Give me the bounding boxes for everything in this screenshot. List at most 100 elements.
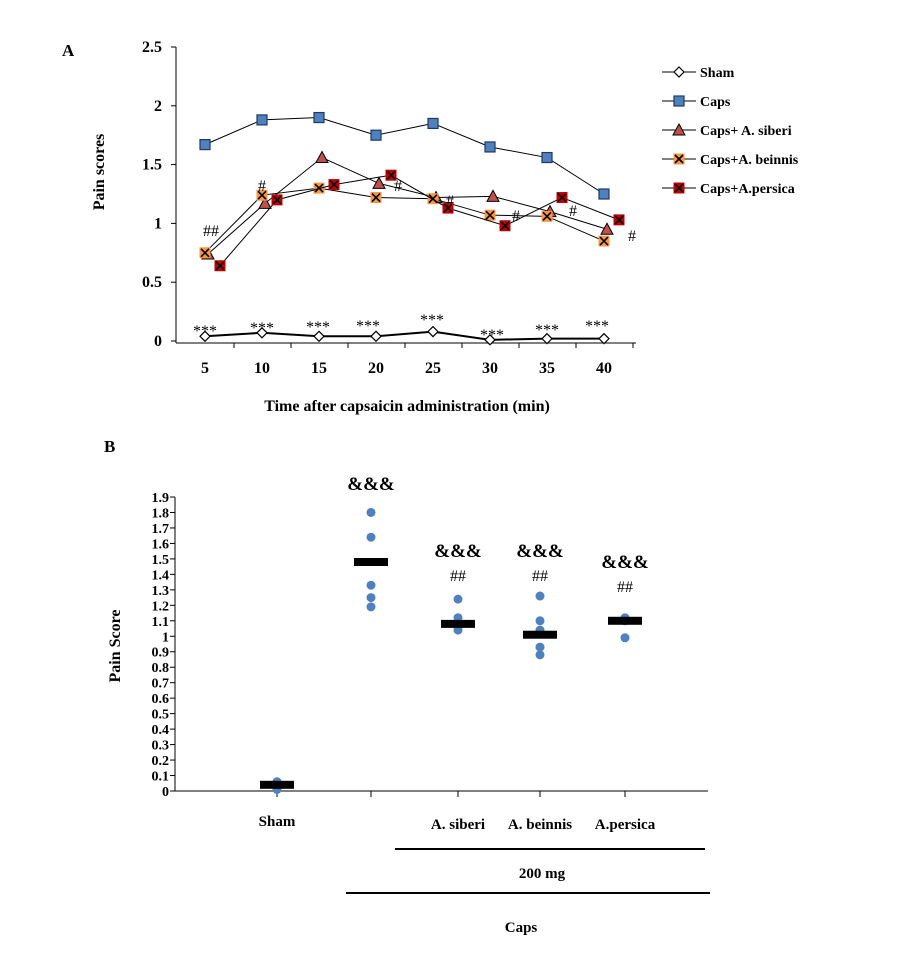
legend-label-3: Caps+A. beinnis — [700, 153, 799, 168]
sham-significance-1: *** — [250, 320, 274, 337]
series-3-point-7-cross — [599, 236, 609, 246]
a-x-tick-label: 20 — [368, 360, 384, 377]
series-0-point-3 — [370, 330, 382, 343]
b-y-tick-label: 0.5 — [152, 708, 170, 723]
series-line-1 — [204, 117, 605, 195]
panel-a-y-axis-title: Pain scores — [91, 134, 108, 211]
sham-significance-3: *** — [356, 318, 380, 335]
series-3-point-1-cross — [257, 190, 267, 200]
group-1-point-3 — [366, 532, 376, 542]
b-y-tick-label: 0.2 — [152, 754, 170, 769]
series-line-4 — [219, 174, 620, 267]
series-1-point-3 — [370, 129, 382, 141]
series-4-point-4-cross — [443, 203, 453, 213]
group-3-point-4 — [535, 591, 545, 601]
series-3-point-3 — [370, 192, 382, 204]
series-1-point-0 — [199, 139, 211, 151]
group-3-sig-amp: &&& — [516, 541, 563, 562]
series-4-point-0 — [214, 260, 226, 272]
a-y-tick-label: 1.5 — [142, 157, 162, 174]
b-y-tick-label: 1.5 — [152, 553, 170, 568]
group-1-point-1 — [366, 593, 376, 603]
series-4-point-5 — [499, 220, 511, 232]
series-4-point-2-cross — [329, 180, 339, 190]
series-3-point-4 — [427, 193, 439, 205]
series-0-point-1 — [256, 326, 268, 339]
a-x-tick-label: 35 — [539, 360, 555, 377]
a-x-tick-label: 25 — [425, 360, 441, 377]
series-4-point-1 — [271, 194, 283, 206]
b-y-tick-label: 1.4 — [152, 568, 170, 583]
b-y-tick-label: 0.9 — [152, 646, 170, 661]
series-line-3 — [204, 187, 605, 254]
significance-hash-0: ## — [203, 223, 219, 240]
series-1-point-2 — [313, 111, 325, 124]
series-3-point-6 — [541, 210, 553, 222]
group-2-sig-hash: ## — [450, 568, 466, 585]
panel-label-a: A — [62, 41, 75, 60]
series-2-point-2 — [315, 150, 329, 164]
series-4-point-2 — [328, 179, 340, 191]
group-4-mean-bar — [608, 616, 642, 625]
series-3-point-6-cross — [542, 211, 552, 221]
series-3-point-5 — [484, 209, 496, 221]
series-4-point-6-cross — [557, 192, 567, 203]
series-1-point-1 — [256, 114, 268, 126]
legend-marker-2 — [672, 122, 686, 136]
sham-significance-7: *** — [585, 318, 609, 335]
significance-hash-3: # — [446, 193, 454, 210]
b-y-tick-label: 1.8 — [152, 506, 170, 521]
panel-a-legend: Sham Caps Caps+ A. siberi Caps+A. beinnis C… — [662, 66, 799, 197]
panel-b-dot-plot: 00.10.20.30.40.50.60.70.80.911.11.21.31.… — [107, 474, 710, 936]
group-3-point-0 — [535, 650, 545, 660]
series-2-point-7 — [600, 222, 614, 235]
a-y-tick-label: 0 — [154, 333, 162, 350]
a-y-tick-label: 2 — [154, 98, 162, 115]
sham-significance-2: *** — [306, 319, 330, 336]
b-category-label: A. siberi — [431, 817, 485, 833]
a-x-tick-label: 5 — [201, 360, 209, 377]
b-y-tick-label: 1.2 — [152, 599, 170, 614]
b-y-tick-label: 1.1 — [152, 615, 170, 630]
series-1-point-7 — [598, 188, 610, 200]
a-y-tick-label: 1 — [154, 215, 162, 232]
series-4-point-0-cross — [215, 261, 225, 271]
group-2-sig-amp: &&& — [434, 541, 481, 562]
group-label-200mg: 200 mg — [519, 866, 566, 882]
legend-label-0: Sham — [700, 66, 735, 81]
series-3-point-1 — [256, 189, 268, 201]
b-y-tick-label: 0.8 — [152, 661, 170, 676]
group-1-sig-amp: &&& — [347, 474, 394, 495]
legend-label-4: Caps+A.persica — [700, 182, 795, 197]
group-3-point-3 — [535, 616, 545, 626]
b-y-tick-label: 1.3 — [152, 584, 170, 599]
series-2-point-3 — [372, 176, 386, 189]
group-label-caps: Caps — [505, 920, 538, 936]
significance-hash-4: # — [512, 208, 520, 225]
group-3-sig-hash: ## — [532, 568, 548, 585]
series-2-point-5 — [486, 189, 500, 202]
group-2-mean-bar — [441, 619, 475, 628]
series-1-point-6 — [541, 151, 553, 164]
series-0-point-5 — [484, 333, 496, 346]
b-category-label: Sham — [259, 814, 296, 830]
group-3-mean-bar — [523, 630, 557, 639]
group-3-point-1 — [535, 642, 545, 652]
series-3-point-3-cross — [371, 192, 381, 203]
series-3-point-5-cross — [485, 210, 495, 220]
series-2-point-1 — [258, 196, 272, 209]
sham-significance-6: *** — [535, 322, 559, 339]
group-4-point-0 — [620, 633, 630, 643]
b-y-tick-label: 0.6 — [152, 692, 170, 707]
panel-a-x-axis-title: Time after capsaicin administration (min… — [264, 398, 550, 415]
series-4-point-5-cross — [500, 221, 510, 231]
series-0-point-7 — [598, 332, 610, 345]
panel-b-y-axis-title: Pain Score — [107, 609, 124, 682]
series-4-point-7-cross — [614, 215, 624, 225]
panel-a-line-chart: 0 0.5 1 1.5 2 2.5 5 10 15 20 25 30 35 40 *** *** *** **… — [91, 39, 799, 415]
a-x-tick-label: 40 — [596, 360, 612, 377]
b-y-tick-label: 0.7 — [152, 677, 170, 692]
series-1-point-5 — [484, 141, 496, 153]
series-3-point-0 — [199, 247, 211, 259]
